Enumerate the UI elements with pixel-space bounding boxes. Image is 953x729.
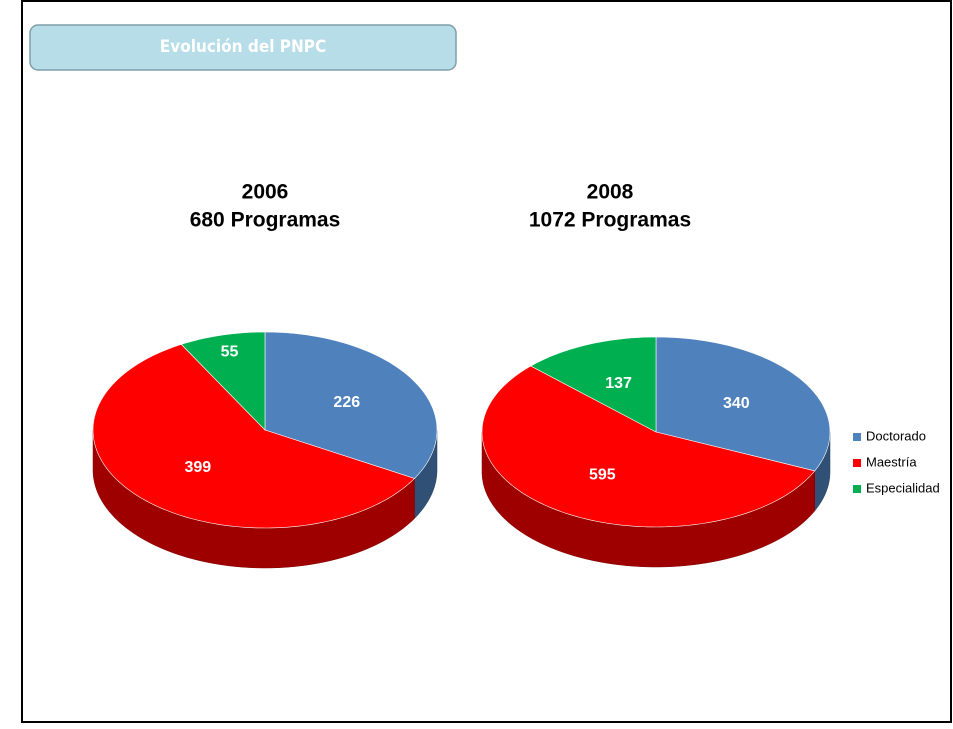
slide-title: Evolución del PNPC [160,37,326,57]
data-label: 137 [605,375,632,392]
chart-subtitle: 680 Programas [190,209,341,232]
legend-swatch [853,433,861,441]
pie-slice [264,331,438,479]
data-label: 399 [184,459,211,476]
chart-subtitle: 1072 Programas [529,209,691,232]
legend-label: Especialidad [866,480,940,495]
legend-label: Maestría [866,454,917,469]
pie-slice [481,365,816,528]
data-label: 226 [333,394,360,411]
pie-slice [180,331,266,431]
legend-swatch [853,459,861,467]
header-box [29,24,457,71]
data-label: 55 [221,343,239,360]
legend-label: Doctorado [866,428,926,443]
pie-slice [655,336,831,472]
data-label: 340 [723,395,750,412]
legend-swatch [853,485,861,493]
chart-title: 2006 [242,181,289,204]
chart-title: 2008 [587,181,634,204]
pie-slice [530,336,657,433]
data-label: 595 [589,466,616,483]
pie-slice [92,344,416,529]
